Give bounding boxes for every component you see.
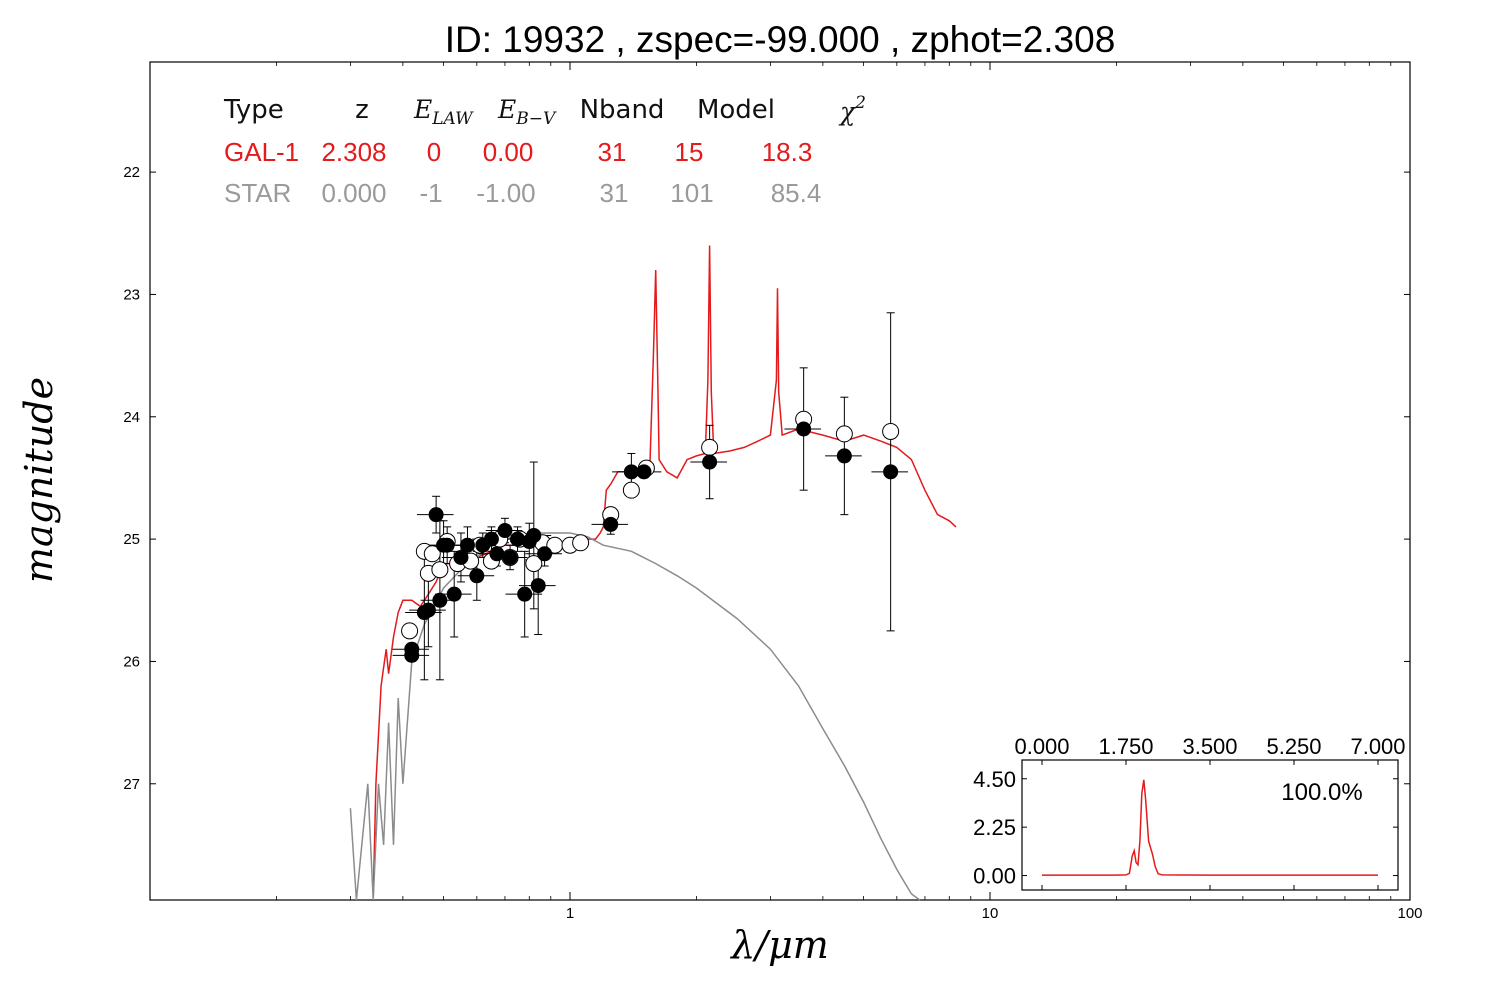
observed-point (446, 586, 462, 602)
table-header-z: z (355, 95, 369, 125)
model-point (401, 622, 419, 640)
table-cell: 101 (670, 178, 713, 208)
y-tick-label: 22 (123, 164, 140, 181)
table-header-type: Type (223, 95, 284, 125)
table-cell: 85.4 (771, 178, 822, 208)
table-header-ebv: EB−V (497, 95, 557, 129)
redshift-pdf-inset: 100.0% 0.000 1.750 3.500 5.250 7.000 0.00 2.25… (973, 734, 1406, 891)
observed-point (526, 527, 542, 543)
observed-point (636, 464, 652, 480)
model-point (701, 438, 719, 456)
y-tick-label: 24 (123, 409, 140, 426)
table-row-galaxy: GAL-1 2.308 0 0.00 31 15 18.3 (224, 137, 812, 167)
observed-point (530, 578, 546, 594)
inset-y-tick-label: 0.00 (973, 864, 1016, 889)
observed-point (796, 421, 812, 437)
observed-point (459, 537, 475, 553)
observed-point (428, 507, 444, 523)
y-tick-label: 25 (123, 531, 140, 548)
inset-y-tick-label: 2.25 (973, 815, 1016, 840)
model-point (423, 545, 441, 563)
table-header-nband: Nband (580, 95, 665, 125)
observed-point (702, 454, 718, 470)
inset-y-tick-label: 4.50 (973, 767, 1016, 792)
inset-x-tick-label: 0.000 (1014, 734, 1069, 759)
table-header-elaw: ELAW (413, 95, 474, 129)
inset-pdf-line (1042, 779, 1378, 876)
observed-point (489, 546, 505, 562)
table-row-star: STAR 0.000 -1 -1.00 31 101 85.4 (224, 178, 821, 208)
table-cell: STAR (224, 178, 291, 208)
model-point (622, 481, 640, 499)
observed-point (603, 516, 619, 532)
table-header-chi2: χ2 (838, 93, 866, 126)
table-header-model: Model (697, 95, 775, 125)
table-cell: 2.308 (321, 137, 386, 167)
inset-probability-label: 100.0% (1281, 779, 1362, 806)
y-tick-label: 27 (123, 776, 140, 793)
inset-x-tick-label: 3.500 (1182, 734, 1237, 759)
inset-frame (1021, 759, 1399, 891)
inset-content: 0.000 1.750 3.500 5.250 7.000 0.00 2.25 4.50 (973, 734, 1406, 890)
inset-x-tick-label: 1.750 (1098, 734, 1153, 759)
table-cell: 0 (427, 137, 441, 167)
fit-table: Type z ELAW EB−V Nband Model χ2 GAL-1 2.… (223, 93, 866, 208)
chart-title: ID: 19932 , zspec=-99.000 , zphot=2.308 (445, 19, 1116, 60)
inset-x-tick-label: 7.000 (1350, 734, 1405, 759)
observed-point (483, 531, 499, 547)
observed-point (439, 537, 455, 553)
axis-ticks: 22 23 24 25 26 27 1 10 100 (123, 62, 1423, 922)
inset-x-tick-label: 5.250 (1266, 734, 1321, 759)
x-tick-label: 100 (1397, 905, 1422, 922)
observed-point (883, 464, 899, 480)
observed-point (623, 464, 639, 480)
model-point (835, 425, 853, 443)
x-tick-label: 10 (982, 905, 999, 922)
model-point (882, 422, 900, 440)
model-point (431, 561, 449, 579)
table-cell: 0.000 (321, 178, 386, 208)
table-cell: 31 (598, 137, 627, 167)
observed-point (502, 549, 518, 565)
y-axis-label: magnitude (17, 377, 61, 583)
table-cell: GAL-1 (224, 137, 299, 167)
x-axis-label: λ/μm (729, 923, 829, 967)
main-series (349, 245, 957, 901)
observed-point (432, 592, 448, 608)
y-tick-label: 26 (123, 653, 140, 670)
table-cell: 31 (600, 178, 629, 208)
table-cell: -1.00 (476, 178, 535, 208)
observed-point (497, 523, 513, 539)
table-cell: 0.00 (483, 137, 534, 167)
model-point (525, 555, 543, 573)
x-tick-label: 1 (566, 905, 574, 922)
observed-point (420, 602, 436, 618)
table-cell: -1 (419, 178, 442, 208)
observed-point (404, 647, 420, 663)
observed-point (836, 448, 852, 464)
y-tick-label: 23 (123, 286, 140, 303)
observed-point (537, 546, 553, 562)
observed-point (453, 549, 469, 565)
table-cell: 15 (675, 137, 704, 167)
observed-point (469, 568, 485, 584)
table-cell: 18.3 (762, 137, 813, 167)
model-point (572, 534, 590, 552)
observed-point (517, 586, 533, 602)
